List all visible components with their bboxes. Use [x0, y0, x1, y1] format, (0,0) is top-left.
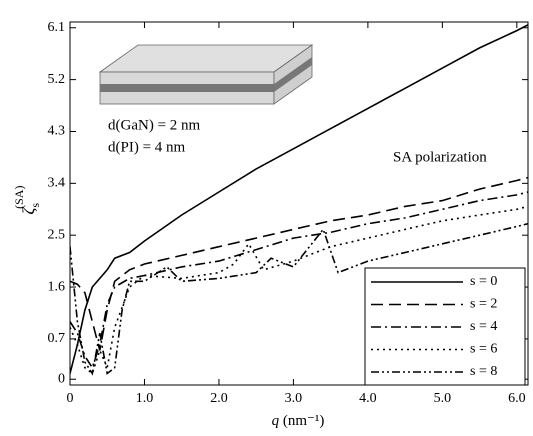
- series-line: [70, 191, 528, 370]
- legend-label: s = 6: [470, 342, 497, 357]
- x-tick-label: 3.0: [285, 391, 303, 406]
- y-tick-label: 3.4: [48, 176, 66, 191]
- series-line: [70, 176, 528, 351]
- y-label-subscript: s: [28, 203, 42, 208]
- inset-slab: [98, 44, 314, 105]
- x-tick-label: 2.0: [210, 391, 228, 406]
- x-label-unit: (nm⁻¹): [283, 413, 325, 429]
- y-label-symbol: ζ: [19, 206, 38, 214]
- x-tick-label: 1.0: [136, 391, 154, 406]
- annotation: d(GaN) = 2 nm: [108, 117, 201, 133]
- x-tick-label: 5.0: [434, 391, 452, 406]
- y-tick-label: 6.1: [48, 20, 66, 35]
- y-tick-label: 0: [58, 371, 65, 386]
- annotation: d(PI) = 4 nm: [108, 139, 186, 155]
- plot-lines: [70, 24, 528, 376]
- y-tick-label: 1.6: [48, 279, 66, 294]
- y-tick-label: 4.3: [48, 124, 66, 139]
- x-tick-label: 0: [67, 391, 74, 406]
- legend-label: s = 0: [470, 274, 497, 289]
- y-tick-label: 0.7: [48, 331, 66, 346]
- y-tick-label: 2.5: [48, 227, 66, 242]
- x-tick-label: 4.0: [359, 391, 377, 406]
- series-line: [70, 222, 528, 376]
- legend-label: s = 2: [470, 297, 497, 312]
- x-axis-label: q (nm⁻¹): [272, 413, 325, 429]
- annotation: SA polarization: [393, 149, 487, 165]
- legend-label: s = 4: [470, 319, 497, 334]
- x-label-symbol: q: [272, 413, 280, 429]
- y-axis-label: ζs(SA): [12, 186, 42, 215]
- legend-label: s = 8: [470, 364, 497, 379]
- y-label-superscript: (SA): [12, 186, 26, 209]
- x-tick-label: 6.0: [508, 391, 526, 406]
- series-line: [70, 24, 528, 374]
- plot-frame: [69, 21, 529, 386]
- y-tick-label: 5.2: [48, 72, 66, 87]
